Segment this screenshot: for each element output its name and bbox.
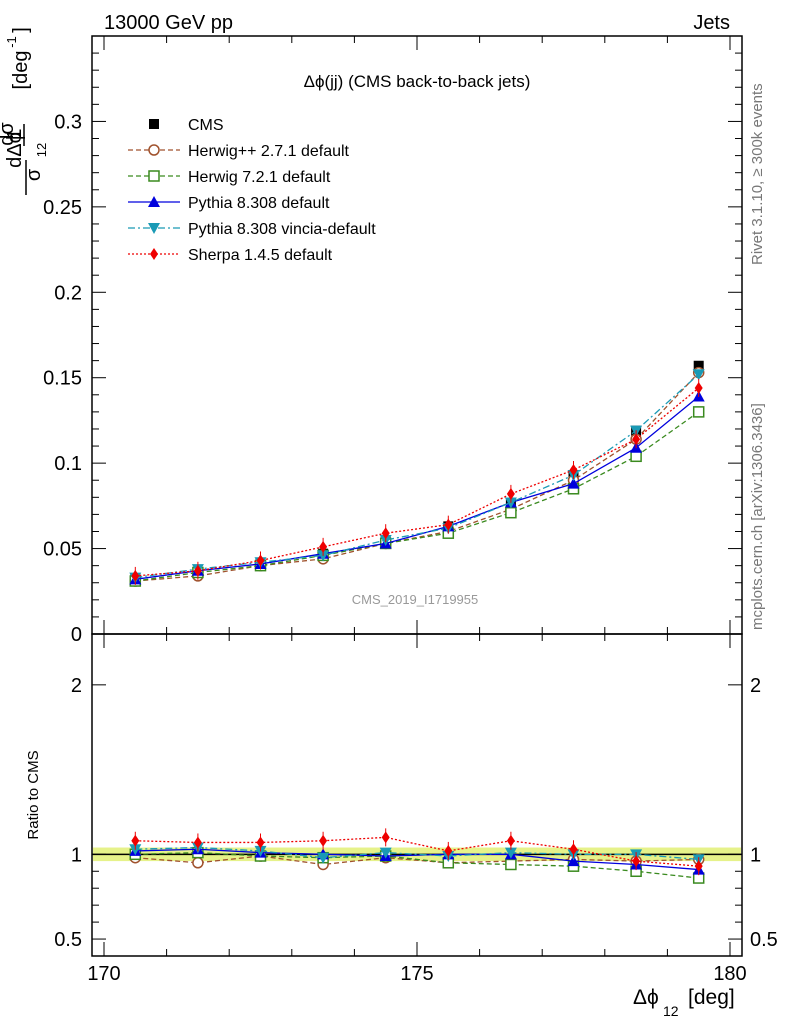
y-label-d1: dσ — [0, 122, 18, 146]
legend-label: Herwig 7.2.1 default — [188, 169, 331, 186]
x-axis-label: Δϕ 12 [deg] — [633, 986, 735, 1019]
legend-label: CMS — [188, 117, 224, 134]
ratio-data-point — [632, 855, 641, 868]
ratio-series-line — [135, 848, 699, 871]
y-label-unit-close: ] — [10, 27, 32, 33]
series-line — [135, 396, 700, 580]
y-tick-label: 0 — [71, 624, 82, 646]
y-tick-label: 0.1 — [54, 453, 82, 475]
y-tick-label: 0.15 — [43, 368, 82, 390]
ratio-y-tick-label-left: 2 — [71, 675, 82, 697]
x-tick-label: 175 — [400, 963, 433, 985]
x-label-unit: [deg] — [688, 986, 735, 1009]
ratio-axis-label: Ratio to CMS — [25, 750, 42, 839]
ratio-data-point — [193, 836, 202, 849]
y-label-d2: dΔϕ — [4, 132, 26, 168]
ratio-y-tick-label-right: 2 — [750, 675, 761, 697]
main-series — [129, 360, 705, 587]
data-point — [630, 450, 642, 463]
x-tick-label: 170 — [87, 963, 120, 985]
data-point — [504, 497, 517, 509]
header-right: Jets — [693, 12, 730, 34]
y-label-sigma: σ — [23, 168, 45, 181]
ratio-data-point — [569, 843, 578, 856]
data-point — [569, 463, 578, 476]
legend-label: Herwig++ 2.7.1 default — [188, 143, 350, 160]
ratio-data-point — [256, 836, 265, 849]
ratio-axis-ticks: 0.5 0.5 1 1 2 2 170 175 180 — [54, 634, 778, 985]
series-line — [135, 387, 700, 577]
y-tick-label: 0.05 — [43, 539, 82, 561]
ratio-data-point — [317, 852, 330, 864]
ratio-data-point — [379, 847, 392, 859]
x-label-main: Δϕ — [633, 986, 659, 1009]
plot-title: Δϕ(jj) (CMS back-to-back jets) — [304, 72, 531, 91]
ratio-series-line — [135, 846, 699, 861]
y-label-sub: 12 — [34, 143, 49, 157]
header-left: 13000 GeV pp — [104, 12, 233, 34]
y-label-num: 1 — [4, 128, 26, 139]
x-tick-label: 180 — [713, 963, 746, 985]
x-label-sub: 12 — [663, 1003, 679, 1019]
legend-label: Pythia 8.308 vincia-default — [188, 221, 376, 238]
data-point — [693, 360, 704, 371]
y-axis-label: 1 dσ σ dΔϕ 12 [deg -1 ] — [0, 27, 49, 195]
ratio-series-line — [135, 851, 699, 879]
data-point — [692, 369, 705, 381]
analysis-label: CMS_2019_I1719955 — [352, 592, 479, 607]
data-point — [256, 554, 265, 567]
main-axis-ticks: 0 0.05 0.1 0.15 0.2 0.25 0.3 — [43, 35, 742, 646]
ratio-data-point — [694, 860, 703, 873]
y-label-unit: [deg — [10, 51, 32, 90]
data-point — [505, 506, 517, 519]
series-line — [135, 411, 700, 582]
ratio-y-tick-label-right: 1 — [750, 844, 761, 866]
ratio-data-point — [381, 831, 390, 844]
ratio-data-point — [504, 847, 517, 859]
ratio-data-point — [506, 834, 515, 847]
legend-marker — [148, 170, 160, 182]
data-point — [506, 487, 515, 500]
data-point — [694, 381, 703, 394]
series-line — [135, 373, 700, 579]
legend-label: Pythia 8.308 default — [188, 195, 330, 212]
legend-marker — [150, 248, 158, 260]
ratio-data-point — [192, 857, 204, 869]
data-point — [317, 550, 330, 562]
rivet-label: Rivet 3.1.10, ≥ 300k events — [749, 83, 766, 265]
y-tick-label: 0.2 — [54, 282, 82, 304]
legend-marker — [148, 196, 160, 207]
ratio-plot-frame — [91, 633, 743, 957]
ratio-data-point — [319, 834, 328, 847]
legend-marker — [149, 119, 159, 129]
ratio-data-point — [505, 858, 517, 871]
data-point — [444, 518, 453, 531]
ratio-y-tick-label-left: 0.5 — [54, 929, 82, 951]
data-point — [131, 569, 140, 582]
data-point — [193, 564, 202, 577]
data-point — [692, 406, 705, 418]
data-point — [567, 477, 580, 489]
data-point — [632, 433, 641, 446]
ratio-series-line — [135, 855, 699, 866]
ratio-y-tick-label-right: 0.5 — [750, 929, 778, 951]
ratio-y-tick-label-left: 1 — [71, 844, 82, 866]
y-label-unit-sup: -1 — [4, 36, 19, 48]
series-line — [135, 372, 700, 582]
y-tick-label: 0.25 — [43, 197, 82, 219]
legend: CMS Herwig++ 2.7.1 default Herwig 7.2.1 de… — [128, 117, 376, 264]
data-point — [319, 540, 328, 553]
ratio-data-point — [131, 834, 140, 847]
ratio-data-point — [567, 855, 580, 867]
legend-marker — [148, 223, 160, 234]
legend-label: Sherpa 1.4.5 default — [188, 247, 333, 264]
mcplots-label: mcplots.cern.ch [arXiv:1306.3436] — [749, 403, 766, 630]
data-point — [381, 527, 390, 540]
y-tick-label: 0.3 — [54, 111, 82, 133]
ratio-data-point — [444, 844, 453, 857]
ratio-series-line — [135, 836, 699, 867]
ratio-series — [129, 828, 705, 884]
legend-marker — [148, 144, 160, 156]
